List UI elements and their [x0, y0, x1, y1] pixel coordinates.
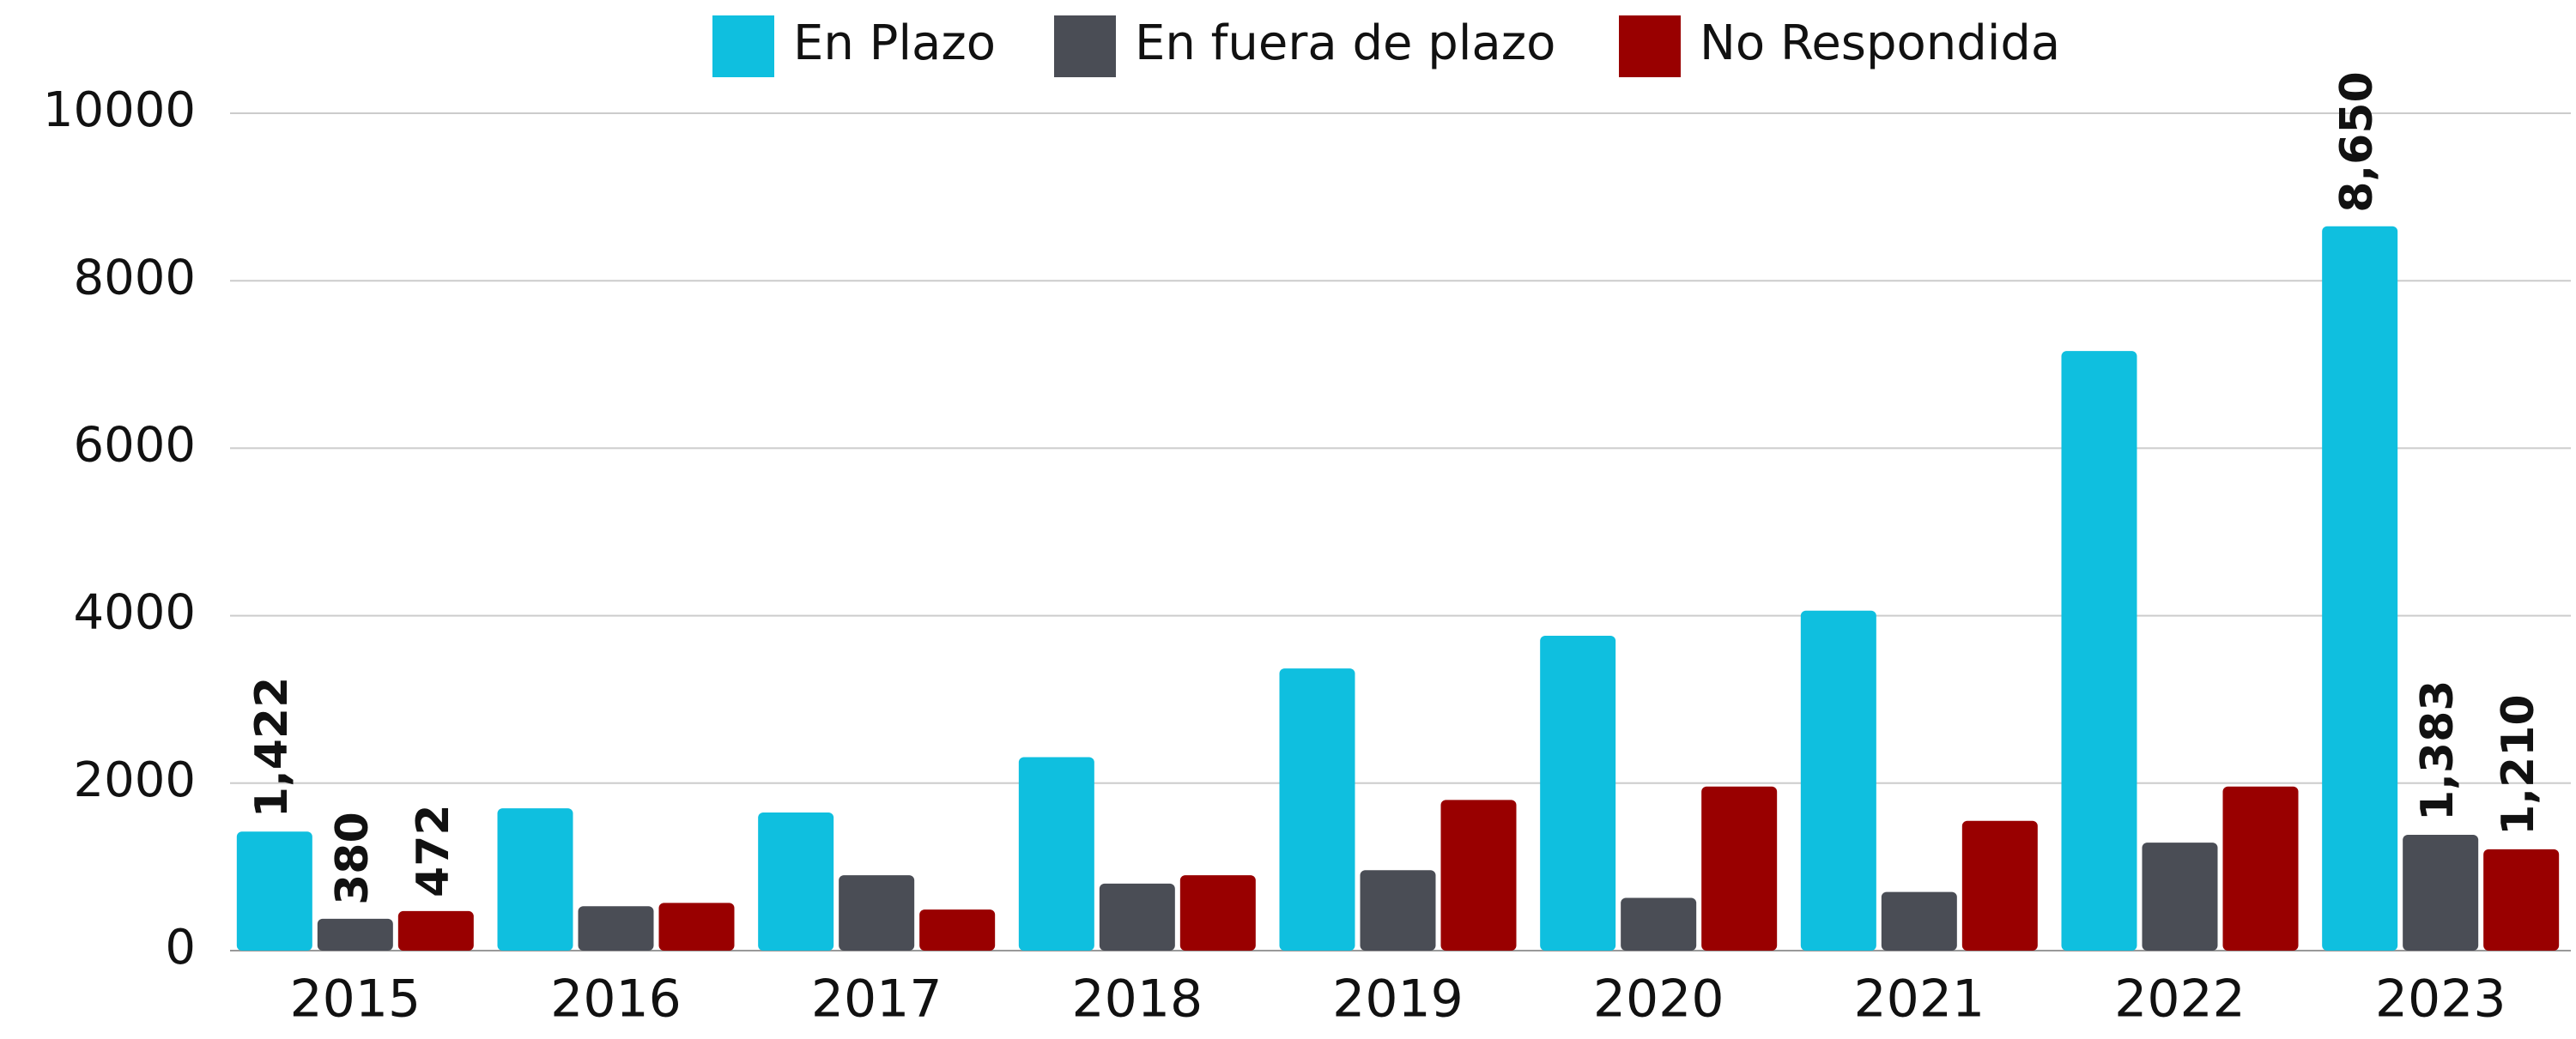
- x-tick-label: 2018: [1071, 970, 1203, 1030]
- y-tick-label: 10000: [43, 82, 196, 138]
- bar: [1961, 820, 2038, 951]
- bar: [1440, 800, 1517, 951]
- y-tick-label: 6000: [73, 418, 196, 474]
- bar: [236, 831, 312, 951]
- bar: [839, 875, 915, 951]
- bar: [658, 903, 735, 951]
- x-tick-label: 2020: [1593, 970, 1724, 1030]
- bar: [758, 812, 834, 951]
- y-tick-label: 0: [165, 920, 196, 976]
- x-tick-label: 2022: [2114, 970, 2246, 1030]
- bar: [1179, 875, 1256, 951]
- bar: [1360, 870, 1436, 951]
- y-tick-label: 2000: [73, 752, 196, 808]
- bar: [1881, 891, 1957, 951]
- legend-label: En fuera de plazo: [1135, 15, 1555, 71]
- value-label: 8,650: [2331, 71, 2383, 212]
- legend-swatch: [1619, 15, 1681, 77]
- bar: [2483, 849, 2560, 951]
- value-label: 1,383: [2412, 680, 2464, 821]
- bar: [1621, 897, 1697, 951]
- bar: [578, 906, 654, 951]
- bar: [317, 918, 393, 951]
- legend-swatch: [1054, 15, 1116, 77]
- y-tick-label: 4000: [73, 585, 196, 641]
- bar: [919, 909, 996, 951]
- bar: [1099, 883, 1175, 951]
- legend-label: En Plazo: [793, 15, 996, 71]
- bar: [497, 808, 573, 951]
- y-tick-label: 8000: [73, 250, 196, 305]
- bar: [1018, 757, 1094, 951]
- x-tick-label: 2017: [811, 970, 943, 1030]
- x-tick-label: 2021: [1853, 970, 1985, 1030]
- value-label: 472: [408, 804, 459, 897]
- bar: [397, 910, 474, 951]
- x-tick-label: 2016: [550, 970, 682, 1030]
- value-label: 1,422: [246, 677, 298, 818]
- bar: [2142, 843, 2218, 951]
- x-tick-label: 2023: [2375, 970, 2506, 1030]
- legend-swatch: [712, 15, 774, 77]
- x-tick-label: 2015: [289, 970, 421, 1030]
- bar: [2322, 226, 2398, 951]
- bar: [2222, 786, 2299, 951]
- value-label: 380: [327, 812, 379, 905]
- bar: [1701, 786, 1778, 951]
- value-label: 1,210: [2493, 694, 2544, 835]
- x-tick-label: 2019: [1332, 970, 1464, 1030]
- bar: [2403, 835, 2479, 951]
- bar: [1540, 636, 1616, 951]
- legend-label: No Respondida: [1700, 15, 2060, 71]
- bar: [1279, 668, 1355, 951]
- bar: [2061, 351, 2137, 951]
- bar: [1800, 610, 1876, 951]
